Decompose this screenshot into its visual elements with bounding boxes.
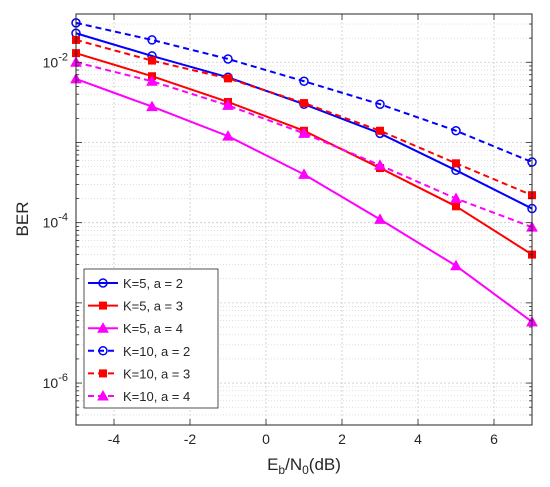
legend-label: K=10, a = 3 (123, 366, 190, 381)
x-tick-label: -4 (108, 431, 121, 447)
data-point (146, 100, 158, 112)
data-point (222, 130, 234, 141)
data-point (452, 159, 460, 168)
x-tick-label: -2 (184, 431, 197, 447)
x-tick-label: 2 (338, 431, 346, 447)
data-point (146, 75, 158, 86)
legend-entry: K=5, a = 2 (88, 276, 183, 291)
legend-label: K=10, a = 2 (123, 344, 190, 359)
data-point (222, 99, 234, 110)
legend-label: K=5, a = 2 (123, 276, 183, 291)
data-point (376, 126, 384, 135)
data-point (374, 159, 386, 170)
data-point (298, 168, 310, 179)
series-6 (70, 56, 538, 232)
series-layer (70, 18, 538, 327)
legend-entry: K=10, a = 2 (88, 344, 190, 359)
data-point (298, 127, 310, 138)
series-4 (71, 18, 537, 167)
x-tick-label: 6 (490, 431, 498, 447)
y-tick-label: 10-6 (43, 372, 68, 391)
legend-entry: K=5, a = 3 (88, 299, 183, 314)
plot-frame (75, 13, 533, 426)
x-axis-label: Eb/N0(dB) (267, 455, 341, 477)
data-point (223, 54, 233, 64)
legend-label: K=5, a = 3 (123, 299, 183, 314)
series-line (75, 21, 533, 163)
tick-labels: -4 -2 0 2 4 6 10-6 10-4 10-2 (43, 51, 498, 447)
data-point (452, 202, 460, 211)
legend-entry: K=5, a = 4 (88, 321, 183, 336)
y-tick-label: 10-4 (43, 212, 68, 231)
data-point (450, 259, 462, 271)
legend-entry: K=10, a = 4 (88, 389, 190, 404)
legend-marker (97, 322, 109, 333)
data-point (374, 213, 386, 224)
legend-marker (97, 389, 109, 401)
legend-box (83, 268, 219, 409)
x-tick-label: 4 (414, 431, 422, 447)
data-point (450, 192, 462, 204)
data-point (300, 99, 308, 108)
legend-marker (98, 278, 108, 288)
legend-entry: K=10, a = 3 (88, 366, 190, 381)
legend-marker (98, 346, 108, 356)
legend-label: K=5, a = 4 (123, 321, 183, 336)
legend: K=5, a = 2 K=5, a = 3 K=5, a = 4 K=10, a = … (83, 268, 219, 409)
data-point (224, 74, 232, 83)
data-point (147, 35, 157, 45)
data-point (375, 99, 385, 109)
data-point (148, 56, 156, 65)
data-point (451, 126, 461, 136)
x-tick-label: 0 (262, 431, 270, 447)
y-axis-label: BER (13, 202, 32, 237)
legend-marker (99, 301, 107, 310)
y-tick-label: 10-2 (43, 51, 68, 70)
axis-ticks (76, 14, 532, 425)
legend-marker (99, 369, 107, 378)
data-point (299, 76, 309, 87)
legend-label: K=10, a = 4 (123, 389, 190, 404)
